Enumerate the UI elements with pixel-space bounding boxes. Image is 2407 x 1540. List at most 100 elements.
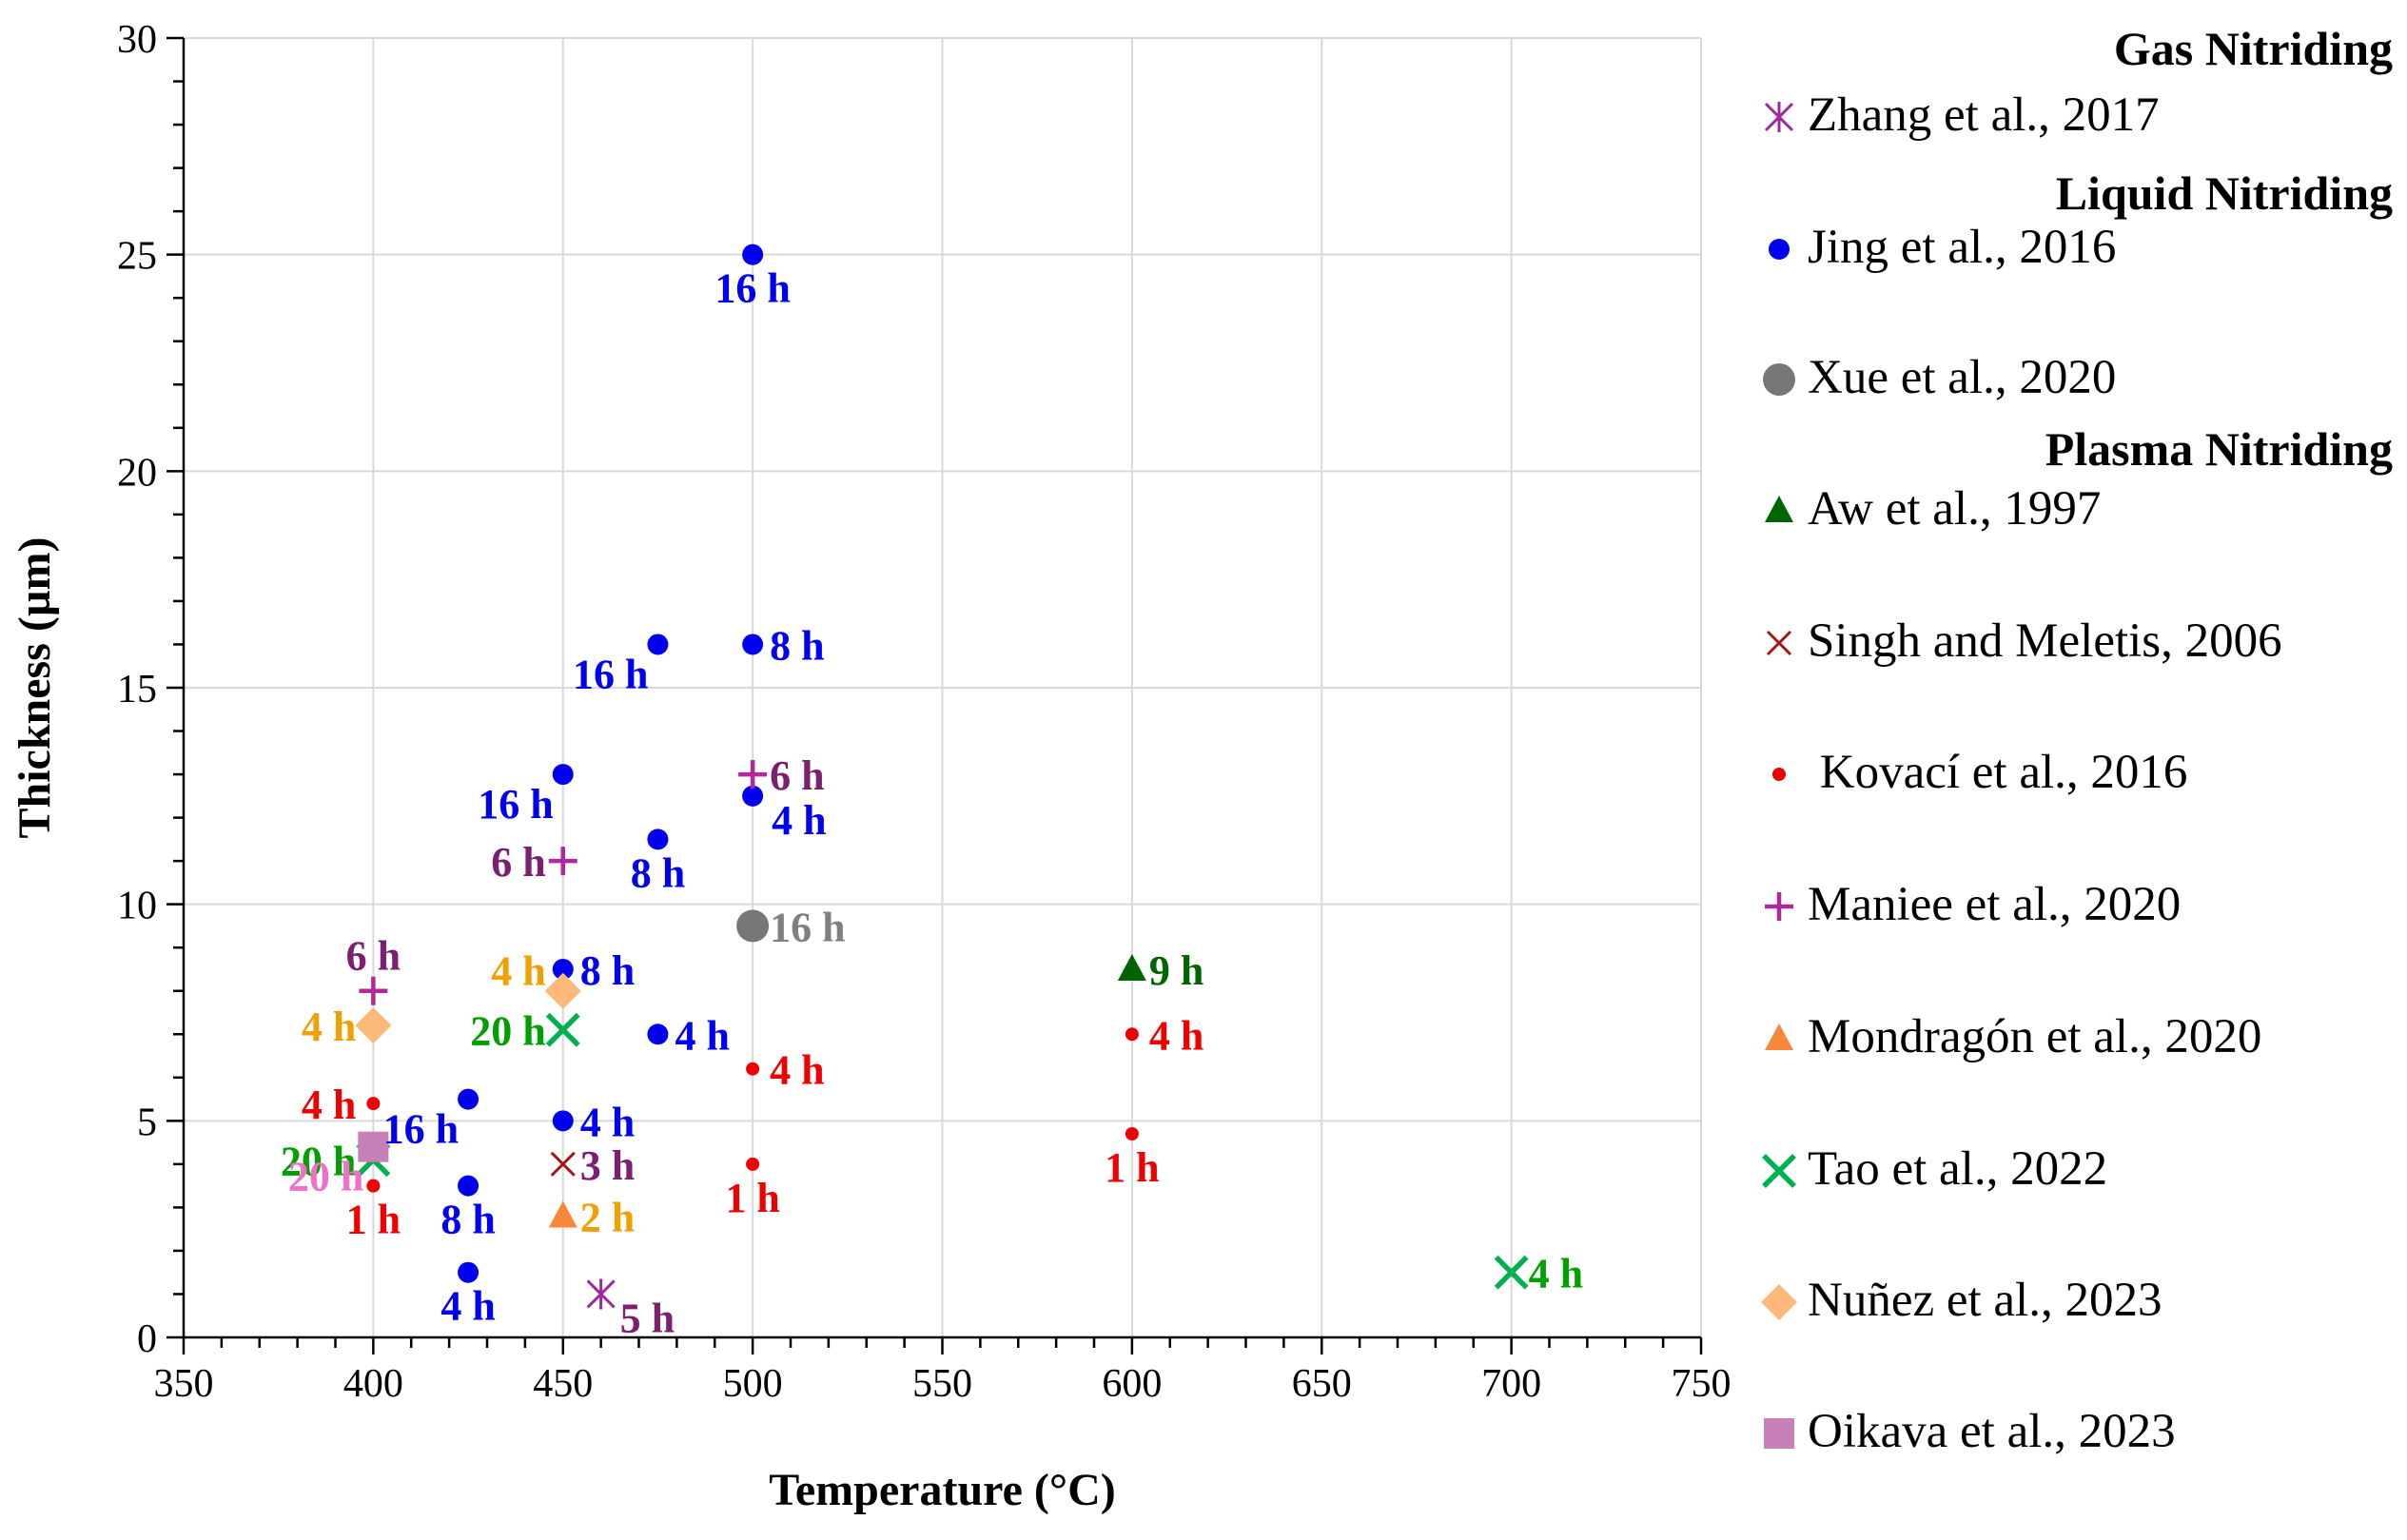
data-point — [552, 764, 574, 786]
data-label: 16 h — [383, 1106, 459, 1153]
data-label: 8 h — [440, 1197, 495, 1243]
legend-entry: Zhang et al., 2017 — [1808, 88, 2160, 142]
data-point — [742, 785, 764, 807]
x-tick-label: 750 — [1672, 1362, 1732, 1406]
data-label: 16 h — [770, 904, 845, 950]
legend-marker-icon — [1765, 496, 1793, 522]
legend-entry: Aw et al., 1997 — [1808, 482, 2101, 536]
legend-group-heading: Plasma Nitriding — [2045, 422, 2393, 476]
legend-entry: Jing et al., 2016 — [1808, 221, 2116, 274]
data-point — [647, 1023, 669, 1045]
y-tick-label: 20 — [117, 451, 157, 495]
data-label: 6 h — [770, 752, 824, 799]
legend-marker-icon — [1762, 1154, 1796, 1188]
data-label: 4 h — [440, 1283, 495, 1330]
legend-group-heading: Gas Nitriding — [2114, 22, 2393, 75]
data-point — [738, 760, 768, 789]
legend-marker-icon — [1763, 363, 1795, 396]
data-points — [355, 244, 1529, 1310]
legend-marker-icon — [1772, 768, 1786, 781]
data-label: 20 h — [470, 1008, 545, 1055]
data-point — [355, 1007, 392, 1044]
data-label: 4 h — [580, 1099, 635, 1145]
data-point — [746, 1157, 760, 1171]
data-label: 8 h — [770, 622, 824, 669]
data-point — [647, 634, 669, 655]
x-tick-label: 650 — [1292, 1362, 1352, 1406]
data-label: 4 h — [491, 948, 545, 995]
y-tick-label: 15 — [117, 668, 157, 712]
y-tick-label: 30 — [117, 18, 157, 62]
data-point — [359, 976, 388, 1005]
legend-entry: Mondragón et al., 2020 — [1808, 1010, 2261, 1063]
legend-entry: Xue et al., 2020 — [1808, 351, 2116, 404]
x-tick-label: 400 — [343, 1362, 403, 1406]
data-label: 16 h — [573, 651, 648, 697]
data-label: 6 h — [491, 839, 545, 886]
data-labels: 5 h 16 h 16 h 8 h 16 h 4 h 8 h 8 h 4 h 16 h 4 h 8 h… — [281, 265, 1583, 1342]
legend-marker-icon — [1764, 102, 1794, 132]
data-point — [366, 1097, 381, 1111]
legend-marker-icon — [1764, 1418, 1794, 1449]
legend-marker-icon — [1766, 630, 1792, 656]
data-point — [458, 1261, 479, 1283]
data-point — [552, 1110, 574, 1132]
data-point — [550, 1151, 576, 1177]
data-point — [544, 972, 581, 1009]
data-label: 8 h — [580, 947, 635, 994]
data-point — [1494, 1255, 1529, 1290]
data-point — [458, 1175, 479, 1197]
data-point — [458, 1088, 479, 1110]
data-label: 4 h — [770, 1047, 824, 1094]
x-axis-title: Temperature (°C) — [769, 1465, 1115, 1515]
data-point — [1117, 953, 1146, 981]
data-label: 5 h — [620, 1295, 675, 1341]
y-tick-label: 5 — [137, 1101, 157, 1144]
legend-marker-icon — [1769, 239, 1790, 260]
data-label: 8 h — [631, 849, 685, 896]
legend-group-heading: Liquid Nitriding — [2056, 166, 2393, 220]
data-label: 4 h — [302, 1082, 356, 1128]
legend-marker-icon — [1761, 1284, 1797, 1320]
data-label: 20 h — [288, 1154, 363, 1200]
data-label: 1 h — [346, 1197, 401, 1243]
legend-entry: Kovací et al., 2016 — [1808, 746, 2187, 799]
data-label: 16 h — [478, 781, 553, 828]
x-tick-label: 550 — [912, 1362, 972, 1406]
y-tick-label: 0 — [137, 1317, 157, 1361]
data-point — [647, 828, 669, 850]
data-label: 6 h — [346, 933, 401, 980]
gridlines — [184, 37, 1702, 1337]
legend-marker-icon — [1765, 1023, 1793, 1050]
legend-marker-icon — [1765, 892, 1793, 921]
data-point — [742, 244, 764, 265]
data-label: 9 h — [1149, 947, 1204, 994]
data-point — [366, 1179, 381, 1193]
data-point — [746, 1062, 760, 1076]
data-point — [552, 958, 574, 980]
x-tick-label: 700 — [1481, 1362, 1541, 1406]
data-label: 4 h — [1529, 1251, 1583, 1297]
x-tick-label: 450 — [533, 1362, 593, 1406]
data-point — [358, 1131, 389, 1162]
data-label: 4 h — [675, 1012, 729, 1059]
axes: 350 400 450 500 550 600 650 700 750 0 5 10 15 20 25 30 — [117, 18, 1732, 1406]
data-point — [545, 1012, 580, 1047]
data-point — [548, 847, 577, 876]
data-point — [586, 1278, 616, 1310]
data-label: 1 h — [1105, 1144, 1159, 1191]
data-label: 4 h — [772, 797, 826, 844]
data-label: 2 h — [580, 1195, 635, 1241]
legend-entry: Tao et al., 2022 — [1808, 1142, 2107, 1196]
data-point — [548, 1200, 577, 1228]
y-axis-title: Thickness (µm) — [10, 536, 60, 838]
data-label: 16 h — [714, 265, 790, 312]
data-point — [742, 634, 764, 655]
x-tick-label: 500 — [723, 1362, 783, 1406]
data-point — [1125, 1027, 1139, 1042]
data-label: 20 h — [281, 1138, 356, 1184]
data-point — [1125, 1126, 1139, 1140]
data-label: 3 h — [580, 1142, 635, 1189]
data-label: 4 h — [302, 1004, 356, 1050]
